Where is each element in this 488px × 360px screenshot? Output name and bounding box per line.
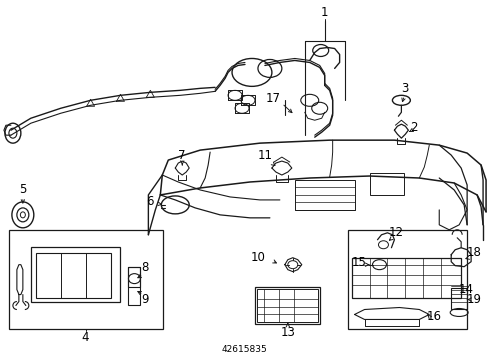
Text: 13: 13 xyxy=(280,326,295,339)
Text: 14: 14 xyxy=(458,283,473,296)
Text: 8: 8 xyxy=(142,261,149,274)
Text: 1: 1 xyxy=(320,6,328,19)
Bar xyxy=(256,289,317,323)
Bar xyxy=(450,288,466,310)
Text: 11: 11 xyxy=(257,149,272,162)
Text: 19: 19 xyxy=(466,293,481,306)
Bar xyxy=(294,180,354,210)
Bar xyxy=(347,230,466,329)
Bar xyxy=(31,247,120,302)
Text: 9: 9 xyxy=(142,293,149,306)
Text: 3: 3 xyxy=(400,82,407,95)
Text: 17: 17 xyxy=(265,92,280,105)
Text: 5: 5 xyxy=(19,184,26,197)
Text: 16: 16 xyxy=(426,310,441,323)
Text: 4: 4 xyxy=(81,331,89,344)
Bar xyxy=(128,267,140,305)
Text: 15: 15 xyxy=(351,256,366,269)
Text: 42615835: 42615835 xyxy=(221,345,266,354)
Bar xyxy=(9,230,163,329)
Bar xyxy=(254,287,319,324)
Bar xyxy=(128,267,140,287)
Text: 6: 6 xyxy=(146,195,154,208)
Text: 18: 18 xyxy=(466,246,481,259)
Text: 7: 7 xyxy=(178,149,185,162)
Text: 12: 12 xyxy=(388,226,403,239)
Bar xyxy=(351,258,460,298)
Text: 2: 2 xyxy=(410,121,417,134)
Text: 10: 10 xyxy=(250,251,265,264)
Bar xyxy=(36,253,110,298)
Bar xyxy=(369,173,404,195)
